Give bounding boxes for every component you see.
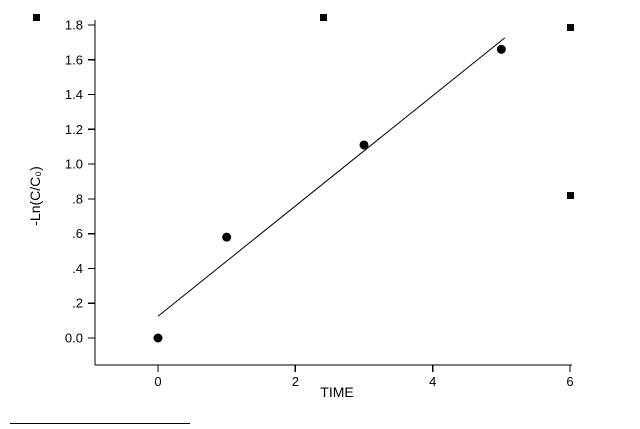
data-point [496, 44, 506, 54]
selection-handle-right-middle[interactable] [567, 192, 574, 199]
x-tick-label: 0 [154, 374, 161, 389]
y-tick-label: 0.0 [65, 331, 83, 346]
y-tick-label: .6 [72, 226, 83, 241]
data-point [153, 333, 163, 343]
y-tick-label: 1.0 [65, 157, 83, 172]
data-point [222, 232, 232, 242]
y-tick-label: .2 [72, 296, 83, 311]
y-tick-label: 1.4 [65, 87, 83, 102]
regression-line [157, 37, 506, 317]
x-tick-label: 4 [429, 374, 436, 389]
footnote-separator-line [10, 423, 190, 424]
y-tick-label: 1.2 [65, 122, 83, 137]
x-tick-label: 6 [566, 374, 573, 389]
x-tick-label: 2 [292, 374, 299, 389]
y-tick-label: .4 [72, 261, 83, 276]
y-tick-label: 1.6 [65, 52, 83, 67]
x-axis-label: TIME [320, 384, 353, 400]
y-tick-label: .8 [72, 191, 83, 206]
y-axis-label: -Ln(C/C₀) [27, 166, 43, 225]
ticks-layer: 0.0 .2 .4 .6 .8 1.0 1.2 1.4 1.6 1.8 0 2 4 6 [65, 17, 574, 389]
selection-handle-top-left[interactable] [33, 14, 40, 21]
data-layer [153, 37, 506, 343]
y-tick-label: 1.8 [65, 17, 83, 32]
axes-layer [94, 20, 572, 366]
selection-handle-top-right[interactable] [567, 24, 574, 31]
data-point [359, 140, 369, 150]
selection-handle-top-center[interactable] [320, 14, 327, 21]
